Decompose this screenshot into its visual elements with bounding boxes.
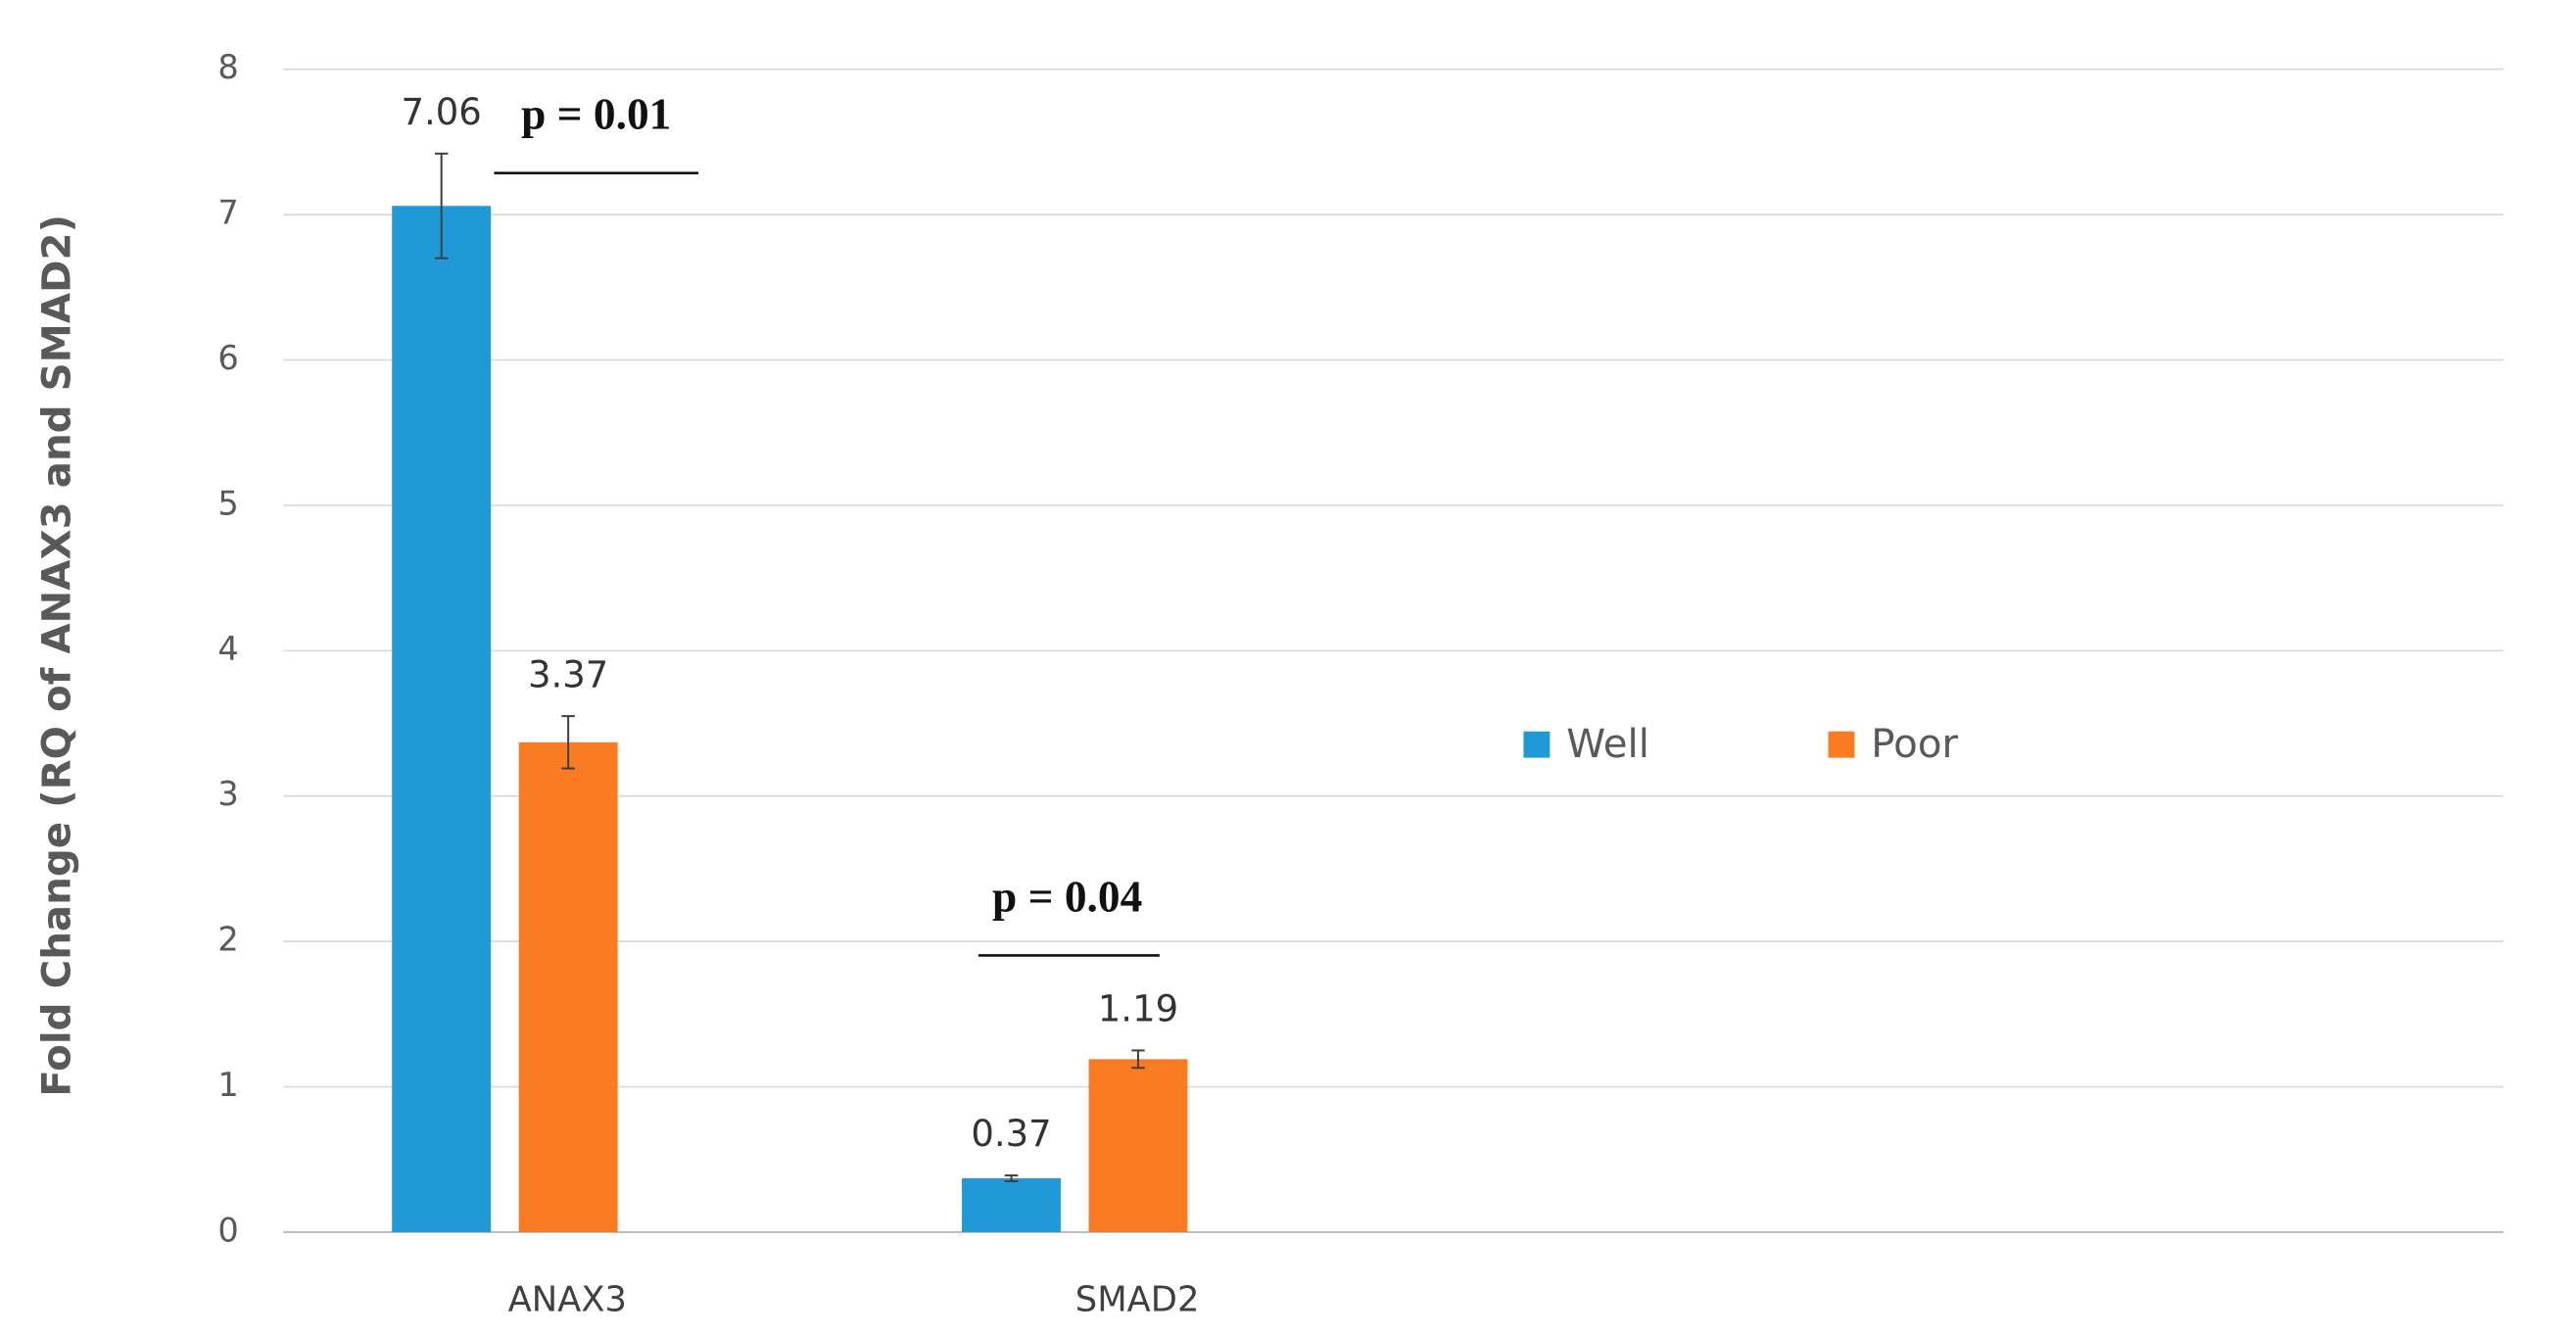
x-tick-label: ANAX3 — [508, 1280, 627, 1320]
y-tick-label: 4 — [217, 630, 238, 668]
y-tick-label: 1 — [217, 1066, 238, 1104]
bar — [518, 741, 618, 1232]
legend-label: Well — [1566, 721, 1649, 767]
y-tick-label: 0 — [217, 1211, 238, 1249]
bar — [962, 1178, 1061, 1232]
value-label: 3.37 — [528, 653, 608, 695]
value-label: 7.06 — [401, 91, 481, 133]
annotation: p = 0.01 — [521, 90, 671, 139]
legend-swatch — [1523, 731, 1550, 758]
y-axis-label: Fold Change (RQ of ANAX3 and SMAD2) — [34, 215, 80, 1097]
y-tick-label: 5 — [217, 484, 238, 522]
legend-label: Poor — [1871, 721, 1958, 767]
y-tick-label: 6 — [217, 339, 238, 377]
value-label: 1.19 — [1098, 988, 1178, 1030]
y-tick-label: 2 — [217, 921, 238, 959]
y-tick-label: 7 — [217, 194, 238, 232]
x-tick-label: SMAD2 — [1075, 1280, 1200, 1320]
legend-swatch — [1828, 731, 1855, 758]
bar — [392, 206, 492, 1232]
bar — [1088, 1059, 1188, 1232]
annotation: p = 0.04 — [992, 872, 1142, 921]
y-tick-label: 8 — [217, 48, 238, 86]
value-label: 0.37 — [971, 1113, 1051, 1155]
y-tick-label: 3 — [217, 775, 238, 813]
